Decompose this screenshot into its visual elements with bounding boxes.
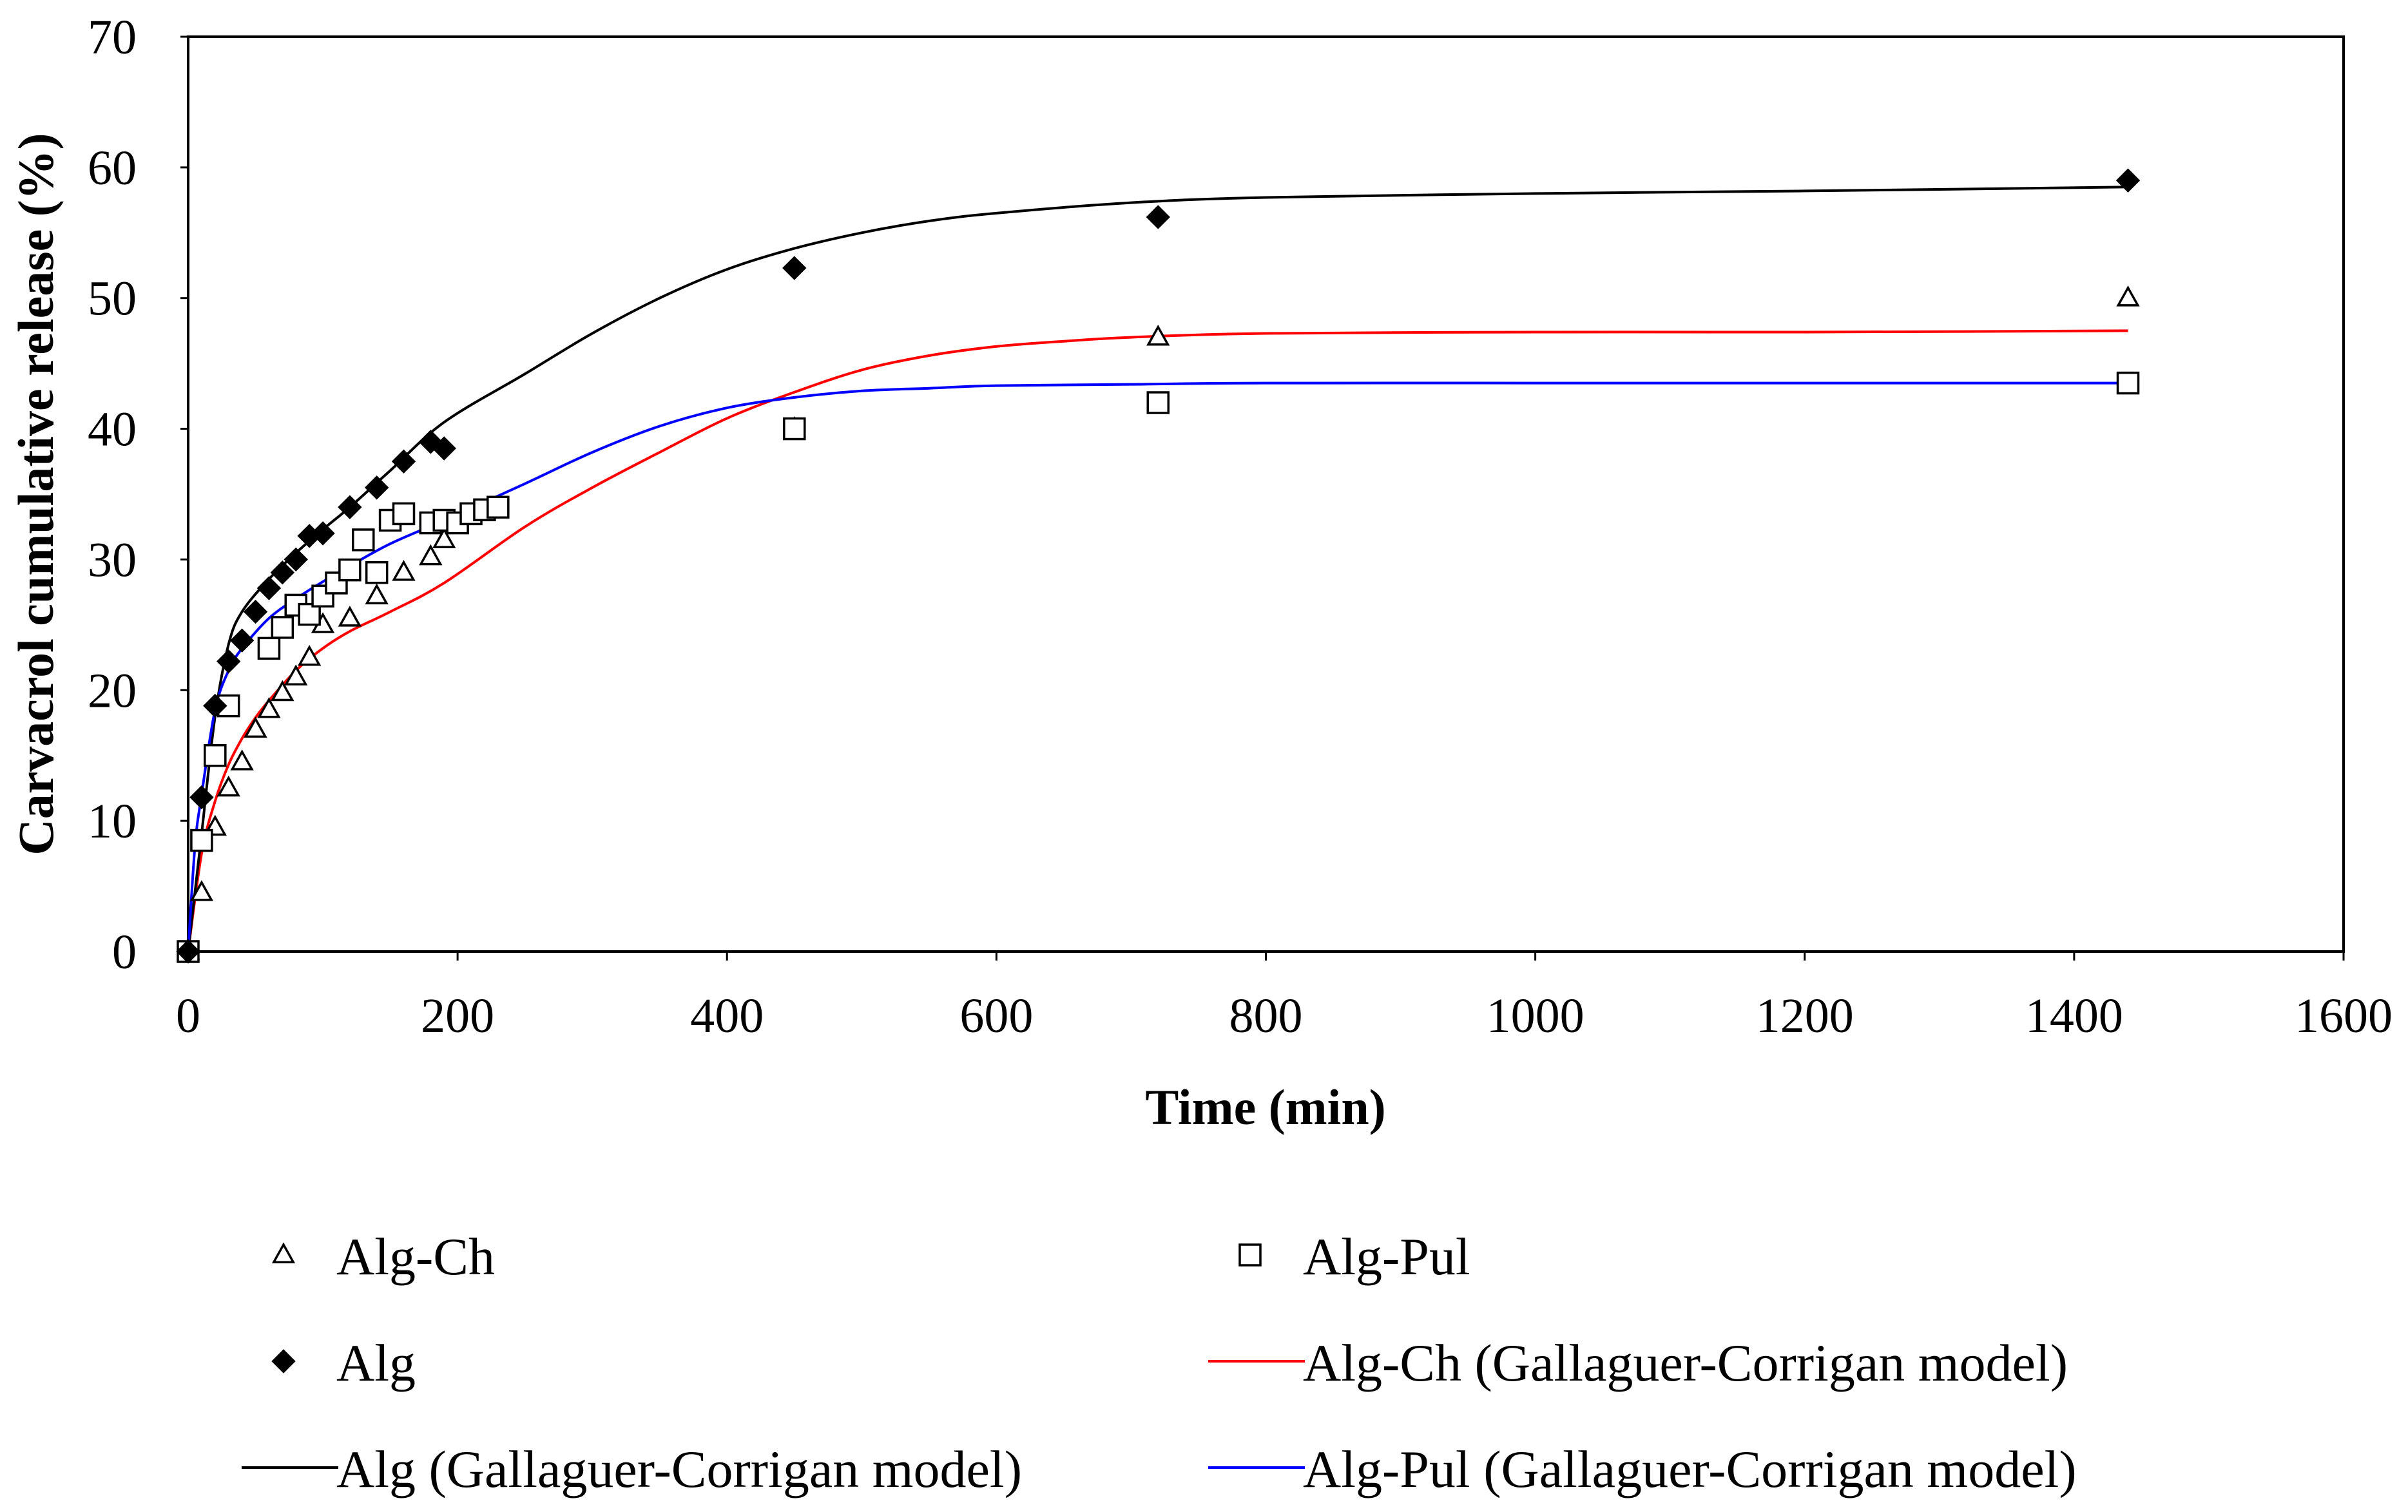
alg-ch-point <box>189 880 214 901</box>
x-tick-label: 1000 <box>1487 989 1584 1043</box>
alg-ch-series <box>176 285 2140 960</box>
alg-ch-point <box>1146 324 1170 346</box>
legend-label: Alg-Ch (Gallaguer-Corrigan model) <box>1303 1334 2068 1392</box>
alg-point <box>176 939 200 964</box>
y-tick-label: 40 <box>88 403 137 457</box>
alg-ch-point <box>297 644 322 666</box>
alg-pul-point <box>271 616 294 639</box>
data-points <box>176 168 2141 964</box>
plot-area-frame <box>187 35 2345 953</box>
legend-marker-alg <box>271 1349 296 1373</box>
x-axis-title: Time (min) <box>1145 1079 1385 1135</box>
x-tick-label: 200 <box>421 989 494 1043</box>
alg-ch-point <box>230 749 254 770</box>
x-tick-label: 1400 <box>2025 989 2123 1043</box>
y-tick-label: 0 <box>112 925 137 979</box>
alg-point <box>284 547 308 572</box>
alg-point <box>2115 168 2141 193</box>
alg-ch-point <box>244 716 267 738</box>
alg-pul-series <box>177 371 2140 963</box>
alg-gallaguer-corrigan-model-line <box>187 186 2128 952</box>
legend-label: Alg <box>336 1334 416 1392</box>
alg-point <box>391 449 416 474</box>
legend-label: Alg-Pul (Gallaguer-Corrigan model) <box>1303 1440 2077 1498</box>
y-tick-label: 20 <box>88 664 137 718</box>
alg-point <box>217 649 241 674</box>
legend-entry-alg-ch-gallaguer-corrigan-model: Alg-Ch (Gallaguer-Corrigan model) <box>1208 1334 2068 1392</box>
y-tick-label: 10 <box>88 794 137 848</box>
x-tick-label: 400 <box>690 989 764 1043</box>
legend-entry-alg-pul-gallaguer-corrigan-model: Alg-Pul (Gallaguer-Corrigan model) <box>1208 1440 2077 1498</box>
alg-point <box>338 495 362 519</box>
alg-point <box>782 256 807 280</box>
alg-ch-point <box>432 527 456 548</box>
legend-entry-alg-pul: Alg-Pul <box>1238 1227 1470 1286</box>
alg-point <box>311 521 335 546</box>
alg-ch-gallaguer-corrigan-model-line <box>187 329 2128 952</box>
alg-ch-point <box>338 606 362 627</box>
alg-point <box>364 475 389 500</box>
y-axis-title: Carvacrol cumulative release (%) <box>8 133 64 855</box>
alg-pul-point <box>486 495 510 519</box>
x-tick-label: 0 <box>176 989 200 1043</box>
alg-point <box>1146 205 1170 229</box>
alg-ch-point <box>284 664 308 685</box>
alg-point <box>229 628 255 653</box>
alg-pul-point <box>257 636 281 660</box>
alg-point <box>432 436 456 461</box>
alg-pul-point <box>2116 371 2140 395</box>
alg-pul-point <box>365 560 389 584</box>
legend-entry-alg-ch: Alg-Ch <box>271 1227 495 1286</box>
legend-marker-alg-ch <box>271 1242 296 1263</box>
y-tick-label: 60 <box>88 141 137 195</box>
alg-point <box>203 693 227 718</box>
alg-ch-point <box>419 544 443 566</box>
legend-label: Alg-Pul <box>1303 1227 1470 1286</box>
x-tick-label: 800 <box>1229 989 1303 1043</box>
model-curves <box>187 186 2128 952</box>
alg-point <box>189 785 214 810</box>
alg-ch-point <box>271 680 294 702</box>
legend-entry-alg: Alg <box>271 1334 416 1392</box>
alg-ch-point <box>392 560 416 581</box>
alg-pul-point <box>190 828 213 852</box>
legend-marker-alg-pul <box>1238 1243 1262 1267</box>
alg-pul-point <box>392 502 416 526</box>
alg-point <box>256 576 282 600</box>
y-tick-label: 70 <box>88 10 137 64</box>
alg-point <box>270 560 295 585</box>
y-tick-label: 50 <box>88 272 137 326</box>
alg-pul-point <box>783 417 806 441</box>
legend-entry-alg-gallaguer-corrigan-model: Alg (Gallaguer-Corrigan model) <box>242 1440 1022 1498</box>
alg-ch-point <box>2116 285 2140 307</box>
x-tick-label: 600 <box>959 989 1033 1043</box>
legend: Alg-Ch Alg-Pul Alg Alg-Ch (Gallaguer-Corrig… <box>242 1227 2077 1498</box>
alg-pul-point <box>1146 391 1170 414</box>
alg-pul-point <box>352 528 375 551</box>
alg-ch-point <box>217 775 240 797</box>
alg-series <box>176 168 2141 964</box>
legend-label: Alg-Ch <box>336 1227 495 1286</box>
x-tick-label: 1200 <box>1756 989 1854 1043</box>
alg-ch-point <box>365 583 389 605</box>
y-tick-label: 30 <box>88 533 137 587</box>
y-axis-ticks: 0 10 20 30 40 50 60 70 <box>88 10 188 979</box>
x-axis-ticks: 0 200 400 600 800 1000 1200 1400 1600 <box>176 952 2393 1043</box>
legend-label: Alg (Gallaguer-Corrigan model) <box>336 1440 1022 1498</box>
x-tick-label: 1600 <box>2295 989 2393 1043</box>
alg-pul-point <box>204 743 227 767</box>
alg-pul-point <box>338 558 361 582</box>
alg-ch-point <box>257 697 281 718</box>
alg-point <box>243 599 268 624</box>
alg-pul-gallaguer-corrigan-model-line <box>187 381 2128 952</box>
